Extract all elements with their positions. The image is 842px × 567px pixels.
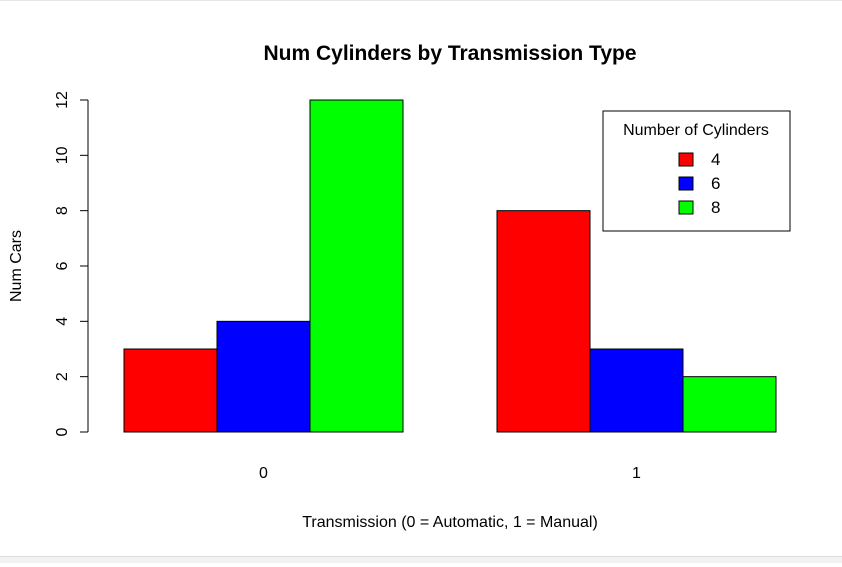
bar-0-cyl-4 (123, 348, 218, 433)
legend-box (602, 110, 791, 232)
legend-swatch (678, 176, 694, 191)
legend-title: Number of Cylinders (623, 122, 769, 139)
bar-0-cyl-8 (309, 99, 404, 433)
y-axis: 0 2 4 6 8 10 12 (54, 91, 89, 436)
y-tick-label: 4 (54, 317, 71, 326)
legend-swatch (678, 200, 694, 215)
legend-label: 4 (711, 150, 720, 169)
x-axis-title: Transmission (0 = Automatic, 1 = Manual) (302, 514, 598, 531)
x-tick-label: 1 (632, 465, 641, 482)
y-tick-label: 10 (54, 146, 71, 164)
bar-1-cyl-8 (682, 376, 777, 433)
legend: Number of Cylinders 4 6 8 (602, 110, 791, 232)
bottom-strip (0, 556, 842, 563)
y-axis-title: Num Cars (8, 230, 25, 302)
legend-swatch (678, 152, 694, 167)
x-tick-label: 0 (259, 465, 268, 482)
legend-label: 8 (711, 198, 720, 217)
bar-0-cyl-6 (216, 320, 311, 433)
legend-label: 6 (711, 174, 720, 193)
y-tick-label: 8 (54, 206, 71, 215)
bars (123, 99, 777, 433)
top-divider (0, 0, 842, 1)
chart-title: Num Cylinders by Transmission Type (263, 42, 636, 65)
y-tick-label: 0 (54, 427, 71, 436)
legend-entries: 4 6 8 (678, 150, 720, 217)
y-tick-label: 6 (54, 261, 71, 270)
y-tick-label: 12 (54, 91, 71, 109)
bar-1-cyl-4 (496, 210, 591, 433)
y-tick-label: 2 (54, 372, 71, 381)
bar-1-cyl-6 (589, 348, 684, 433)
